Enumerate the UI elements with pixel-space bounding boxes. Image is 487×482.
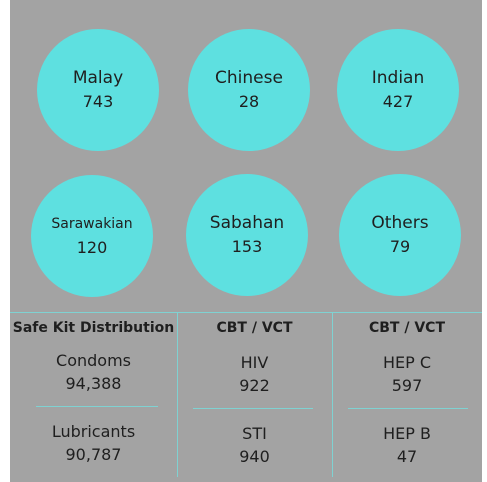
circle-sarawakian: Sarawakian 120 — [31, 175, 153, 297]
header-cbt-vct: CBT / VCT — [368, 320, 445, 336]
row-divider — [348, 408, 468, 409]
header-cbt-vct: CBT / VCT — [216, 320, 293, 336]
cell-value: 47 — [396, 447, 418, 466]
cell-value: 940 — [239, 447, 270, 466]
cell-value: 94,388 — [65, 374, 122, 393]
stats-panel: Malay 743 Chinese 28 Indian 427 Sarawaki… — [10, 0, 482, 482]
cell-value: 90,787 — [65, 445, 122, 464]
circle-label: Sarawakian — [51, 216, 133, 232]
row-divider — [36, 406, 158, 407]
table-cell: STI 940 — [177, 422, 332, 468]
row-divider — [193, 408, 313, 409]
circle-label: Indian — [371, 68, 425, 88]
circle-label: Sabahan — [209, 213, 285, 233]
column-divider — [332, 312, 333, 477]
circle-value: 427 — [382, 92, 414, 111]
cell-label: HIV — [240, 353, 269, 372]
table-cell: HEP C 597 — [332, 351, 482, 397]
circle-others: Others 79 — [339, 174, 461, 296]
circle-value: 79 — [389, 237, 411, 256]
circle-value: 153 — [231, 237, 263, 256]
circle-value: 28 — [238, 92, 260, 111]
circle-value: 743 — [82, 92, 114, 111]
circle-value: 120 — [76, 238, 108, 257]
circle-chinese: Chinese 28 — [188, 29, 310, 151]
column-divider — [177, 312, 178, 477]
table-cell: Lubricants 90,787 — [10, 420, 177, 466]
cell-value: 922 — [239, 376, 270, 395]
circle-label: Chinese — [215, 68, 283, 88]
cell-label: STI — [242, 424, 267, 443]
header-safe-kit: Safe Kit Distribution — [12, 320, 175, 336]
cell-label: Condoms — [56, 351, 131, 370]
cell-value: 597 — [391, 376, 423, 395]
circle-indian: Indian 427 — [337, 29, 459, 151]
circle-malay: Malay 743 — [37, 29, 159, 151]
table-cell: HIV 922 — [177, 351, 332, 397]
circle-label: Others — [371, 213, 429, 233]
cell-label: HEP B — [383, 424, 431, 443]
cell-label: Lubricants — [51, 422, 136, 441]
circle-sabahan: Sabahan 153 — [186, 174, 308, 296]
cell-label: HEP C — [382, 353, 432, 372]
table-cell: HEP B 47 — [332, 422, 482, 468]
circle-label: Malay — [72, 68, 124, 88]
table-top-divider — [10, 312, 482, 313]
table-cell: Condoms 94,388 — [10, 349, 177, 395]
